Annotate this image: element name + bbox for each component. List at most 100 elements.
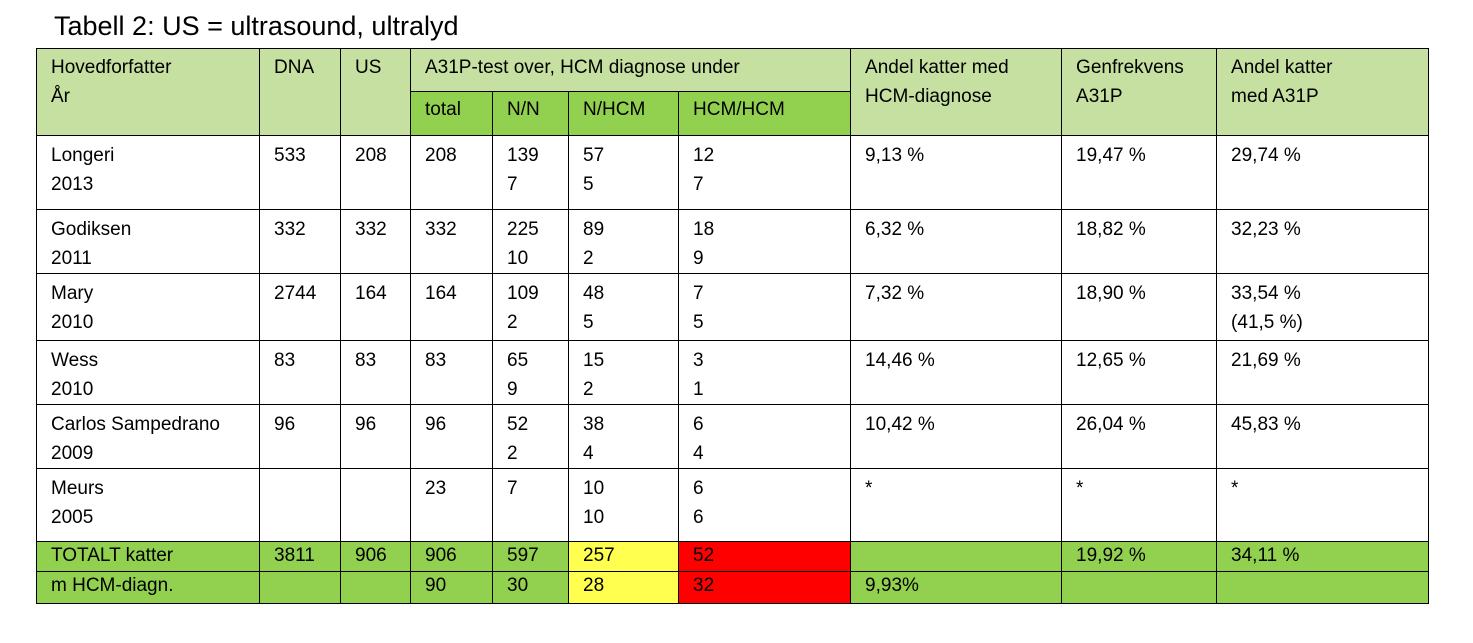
cell-total: 208 xyxy=(410,135,493,210)
cell-andel-a31p: 45,83 % xyxy=(1216,404,1430,469)
cell-total: 164 xyxy=(410,273,493,341)
cell-total: 83 xyxy=(410,340,493,405)
cell-us xyxy=(340,468,411,542)
header-total: total xyxy=(410,91,493,136)
cell-author: Carlos Sampedrano 2009 xyxy=(36,404,260,469)
cell-andel-hcm: 10,42 % xyxy=(850,404,1063,469)
totals-us: 906 xyxy=(340,541,411,572)
cell-andel-hcm: 14,46 % xyxy=(850,340,1063,405)
totals-label: TOTALT katter xyxy=(36,541,260,572)
cell-dna: 96 xyxy=(259,404,341,469)
hcm-nhcm: 28 xyxy=(568,571,679,604)
totals-nn: 597 xyxy=(492,541,569,572)
cell-nn: 139 7 xyxy=(492,135,569,210)
cell-genfrekvens: 12,65 % xyxy=(1061,340,1218,405)
header-nhcm: N/HCM xyxy=(568,91,679,136)
cell-total: 332 xyxy=(410,209,493,274)
totals-row: TOTALT katter 3811 906 906 597 257 52 19… xyxy=(36,541,1430,572)
cell-total: 23 xyxy=(410,468,493,542)
hcm-andel-a31p xyxy=(1216,571,1430,604)
cell-nhcm: 38 4 xyxy=(568,404,679,469)
totals-genfrekvens: 19,92 % xyxy=(1061,541,1218,572)
cell-nhcm: 10 10 xyxy=(568,468,679,542)
hcm-us xyxy=(340,571,411,604)
table-caption: Tabell 2: US = ultrasound, ultralyd xyxy=(54,11,459,41)
hcm-genfrekvens xyxy=(1061,571,1218,604)
hcm-andel-hcm: 9,93% xyxy=(850,571,1063,604)
cell-us: 164 xyxy=(340,273,411,341)
header-author: Hovedforfatter År xyxy=(36,48,260,136)
totals-andel-hcm xyxy=(850,541,1063,572)
cell-andel-hcm: 9,13 % xyxy=(850,135,1063,210)
cell-andel-hcm: 7,32 % xyxy=(850,273,1063,341)
table-row: Longeri 2013 533 208 208 139 7 57 5 12 7 9,1… xyxy=(36,135,1430,210)
results-table: Hovedforfatter År DNA US A31P-test over,… xyxy=(36,48,1430,604)
cell-genfrekvens: 19,47 % xyxy=(1061,135,1218,210)
cell-us: 332 xyxy=(340,209,411,274)
cell-author: Mary 2010 xyxy=(36,273,260,341)
header-andel-hcm: Andel katter med HCM-diagnose xyxy=(850,48,1063,136)
cell-total: 96 xyxy=(410,404,493,469)
cell-author: Wess 2010 xyxy=(36,340,260,405)
cell-nn: 109 2 xyxy=(492,273,569,341)
cell-hcmhcm: 12 7 xyxy=(677,135,852,210)
cell-us: 208 xyxy=(340,135,411,210)
hcm-total: 90 xyxy=(410,571,493,604)
cell-nn: 225 10 xyxy=(492,209,569,274)
cell-andel-a31p: 21,69 % xyxy=(1216,340,1430,405)
header-a31p-group: A31P-test over, HCM diagnose under xyxy=(409,48,852,92)
cell-nhcm: 57 5 xyxy=(568,135,679,210)
cell-nn: 7 xyxy=(492,468,569,542)
cell-andel-a31p: 29,74 % xyxy=(1216,135,1430,210)
header-andel-a31p: Andel katter med A31P xyxy=(1216,48,1430,136)
header-genfrekvens: Genfrekvens A31P xyxy=(1061,48,1218,136)
cell-dna: 332 xyxy=(259,209,341,274)
cell-us: 96 xyxy=(340,404,411,469)
hcm-hcmhcm: 32 xyxy=(677,571,852,604)
cell-hcmhcm: 18 9 xyxy=(677,209,852,274)
header-hcmhcm: HCM/HCM xyxy=(677,91,852,136)
cell-author: Godiksen 2011 xyxy=(36,209,260,274)
table-row: Carlos Sampedrano 2009 96 96 96 52 2 38 4 6… xyxy=(36,404,1430,469)
hcm-diagnosis-row: m HCM-diagn. 90 30 28 32 9,93% xyxy=(36,571,1430,604)
cell-genfrekvens: 26,04 % xyxy=(1061,404,1218,469)
cell-genfrekvens: 18,82 % xyxy=(1061,209,1218,274)
cell-nhcm: 15 2 xyxy=(568,340,679,405)
totals-dna: 3811 xyxy=(259,541,341,572)
totals-total: 906 xyxy=(410,541,493,572)
cell-author: Longeri 2013 xyxy=(36,135,260,210)
cell-dna: 2744 xyxy=(259,273,341,341)
cell-nhcm: 89 2 xyxy=(568,209,679,274)
cell-andel-a31p: * xyxy=(1216,468,1430,542)
cell-nn: 52 2 xyxy=(492,404,569,469)
cell-genfrekvens: * xyxy=(1061,468,1218,542)
table-row: Godiksen 2011 332 332 332 225 10 89 2 18 9 6… xyxy=(36,209,1430,274)
cell-nn: 65 9 xyxy=(492,340,569,405)
header-nn: N/N xyxy=(492,91,569,136)
cell-andel-a31p: 32,23 % xyxy=(1216,209,1430,274)
totals-andel-a31p: 34,11 % xyxy=(1216,541,1430,572)
hcm-nn: 30 xyxy=(492,571,569,604)
cell-andel-hcm: * xyxy=(850,468,1063,542)
cell-genfrekvens: 18,90 % xyxy=(1061,273,1218,341)
totals-hcmhcm: 52 xyxy=(677,541,852,572)
cell-author: Meurs 2005 xyxy=(36,468,260,542)
cell-andel-a31p: 33,54 % (41,5 %) xyxy=(1216,273,1430,341)
hcm-label: m HCM-diagn. xyxy=(36,571,260,604)
cell-dna: 533 xyxy=(259,135,341,210)
cell-us: 83 xyxy=(340,340,411,405)
hcm-dna xyxy=(259,571,341,604)
header-dna: DNA xyxy=(259,48,341,136)
cell-dna: 83 xyxy=(259,340,341,405)
cell-nhcm: 48 5 xyxy=(568,273,679,341)
cell-dna xyxy=(259,468,341,542)
totals-nhcm: 257 xyxy=(568,541,679,572)
cell-andel-hcm: 6,32 % xyxy=(850,209,1063,274)
